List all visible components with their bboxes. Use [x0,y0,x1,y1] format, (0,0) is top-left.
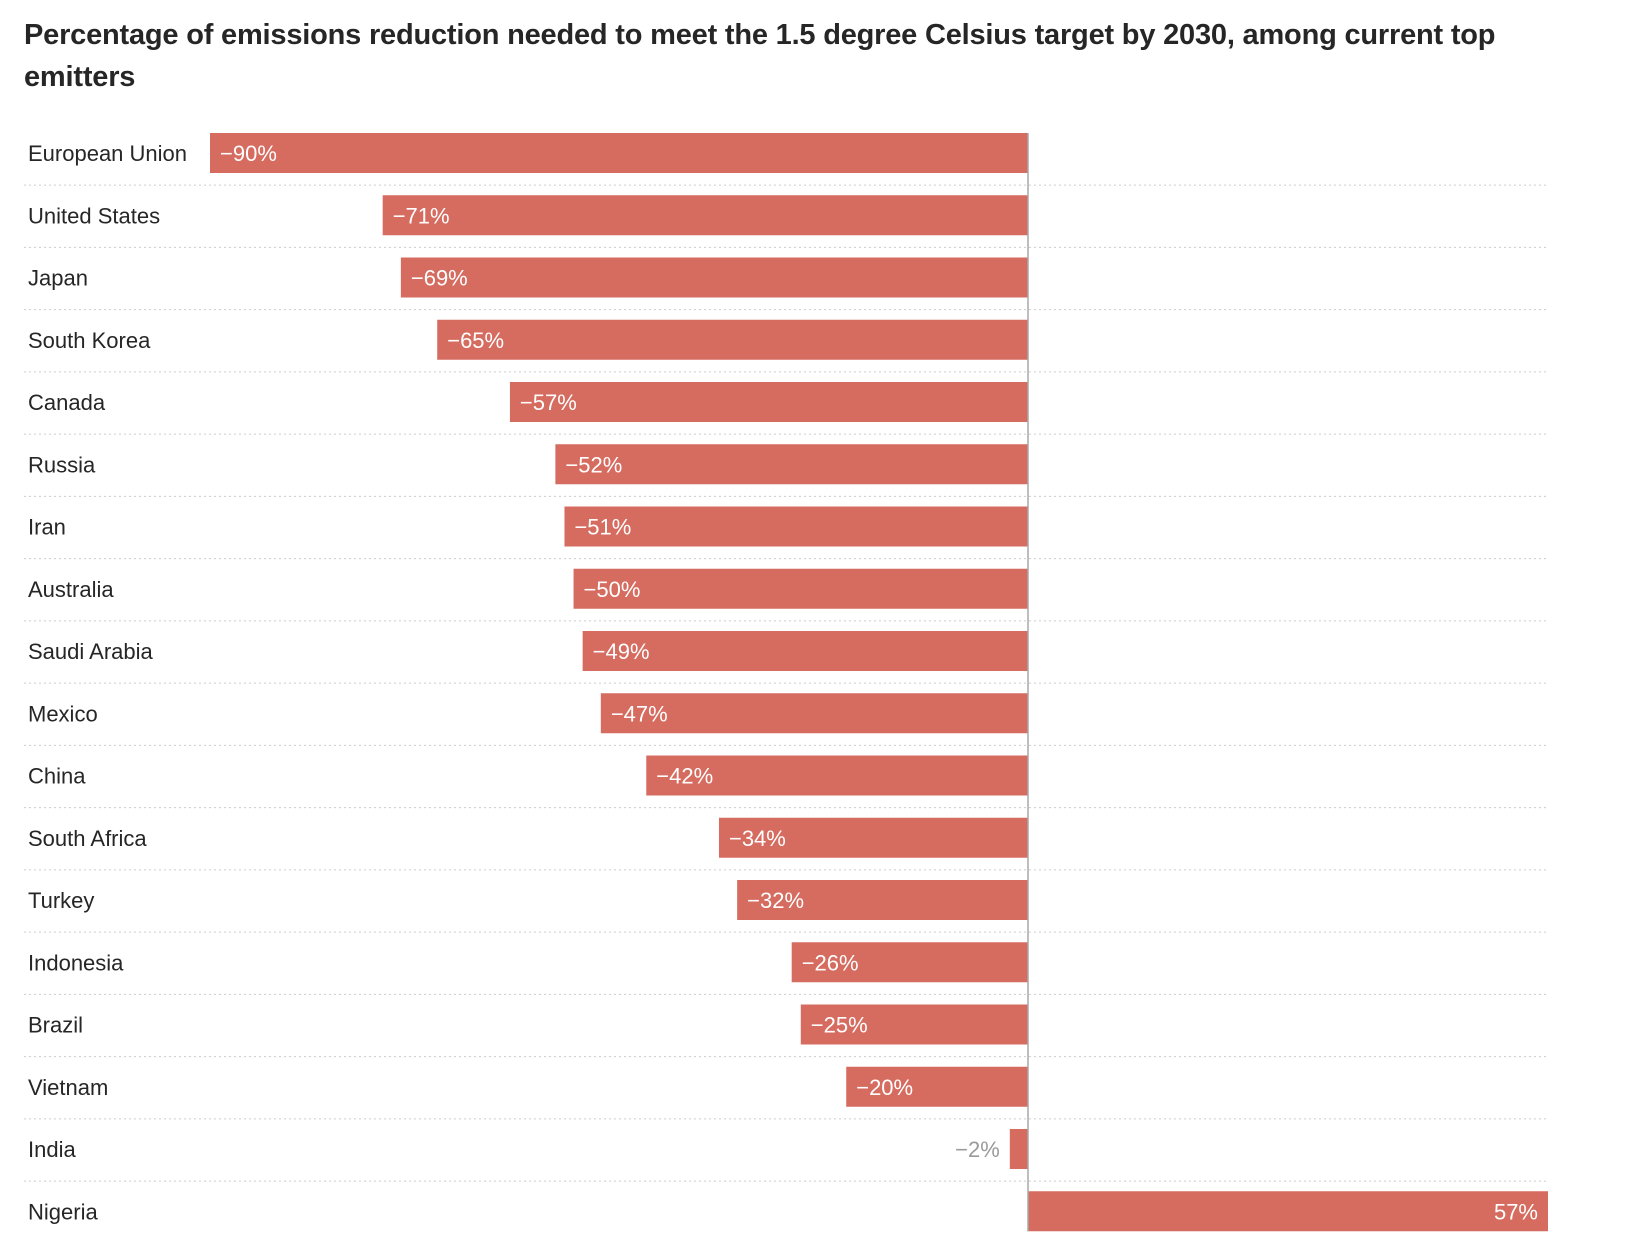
data-label: −65% [447,328,504,353]
bar [737,880,1028,920]
row-label: Japan [28,266,88,291]
row-label: South Korea [28,328,151,353]
row-label: Nigeria [28,1199,98,1224]
bar [582,631,1028,671]
bars [210,133,1548,1232]
data-label: −20% [856,1075,913,1100]
data-label: −42% [656,764,713,789]
chart-title: Percentage of emissions reduction needed… [24,19,1496,93]
bar [400,257,1028,298]
bar [600,693,1028,734]
bar [1009,1129,1028,1169]
row-label: India [28,1137,76,1162]
bar [437,319,1028,360]
data-label: −69% [411,266,468,291]
bar [573,568,1028,609]
row-label: United States [28,203,160,228]
data-label: −51% [574,515,631,540]
row-label: European Union [28,141,187,166]
bar [646,755,1028,796]
data-label: −71% [393,203,450,228]
data-label: 57% [1494,1199,1538,1224]
row-label: Mexico [28,701,98,726]
row-label: China [28,764,86,789]
row-labels: European Union United States Japan South Ko… [28,141,187,1224]
row-label: Australia [28,577,114,602]
data-label: −57% [520,390,577,415]
data-label: −34% [729,826,786,851]
bar [846,1066,1028,1107]
row-label: Brazil [28,1013,83,1038]
row-label: Russia [28,452,96,477]
bar [1028,1191,1548,1232]
bar [509,382,1028,422]
row-label: Indonesia [28,950,124,975]
data-label: −47% [611,701,668,726]
bar [210,133,1028,173]
data-label: −50% [584,577,641,602]
row-label: Saudi Arabia [28,639,154,664]
bar [564,506,1028,547]
row-label: South Africa [28,826,147,851]
bar [555,444,1028,485]
data-label: −2% [955,1137,1000,1162]
data-label: −49% [593,639,650,664]
value-labels: −90% −71% −69% −65% −57% −52% −51% −50% −49% −47%… [220,141,1538,1224]
bar [718,817,1028,858]
bar [791,942,1028,983]
data-label: −52% [565,452,622,477]
row-label: Canada [28,390,106,415]
bar [382,195,1028,236]
row-label: Vietnam [28,1075,108,1100]
bar [800,1004,1028,1045]
data-label: −90% [220,141,277,166]
row-label: Iran [28,515,66,540]
data-label: −25% [811,1013,868,1038]
data-label: −26% [802,950,859,975]
row-separators [24,184,1548,1182]
row-label: Turkey [28,888,94,913]
data-label: −32% [747,888,804,913]
